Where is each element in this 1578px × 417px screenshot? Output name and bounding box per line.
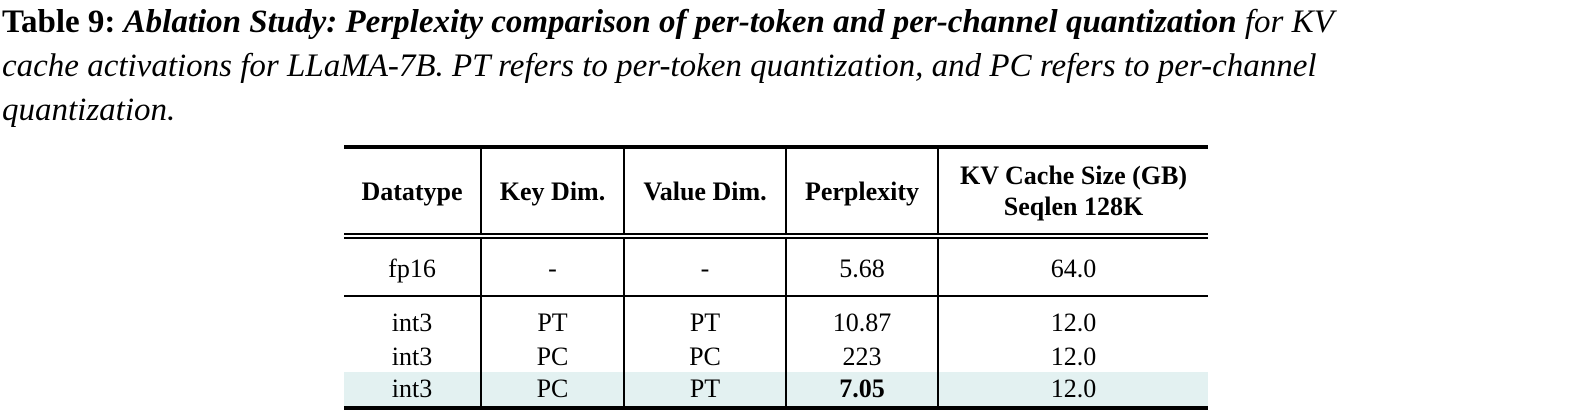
cell-datatype: int3: [344, 295, 482, 342]
cell-kv-cache-size: 12.0: [938, 372, 1208, 410]
cell-key-dim: -: [481, 233, 625, 296]
caption-line-1: Table 9: Ablation Study: Perplexity comp…: [2, 0, 1574, 44]
table-row: fp16 - - 5.68 64.0: [344, 233, 1208, 296]
cell-datatype: int3: [344, 342, 482, 372]
table-row: int3 PT PT 10.87 12.0: [344, 295, 1208, 342]
cell-datatype: fp16: [344, 233, 482, 296]
cell-perplexity-best: 7.05: [786, 372, 939, 410]
cell-datatype: int3: [344, 372, 482, 410]
results-table: Datatype Key Dim. Value Dim. Perplexity …: [344, 145, 1208, 410]
cell-perplexity: 10.87: [786, 295, 939, 342]
table-caption: Table 9: Ablation Study: Perplexity comp…: [2, 0, 1574, 132]
cell-value-dim: PT: [624, 295, 787, 342]
cell-key-dim: PC: [481, 372, 625, 410]
header-row: Datatype Key Dim. Value Dim. Perplexity …: [344, 145, 1208, 236]
caption-label: Table 9:: [2, 4, 116, 40]
caption-line-3: quantization.: [2, 92, 176, 128]
cell-value-dim: PC: [624, 342, 787, 372]
cell-key-dim: PC: [481, 342, 625, 372]
cell-kv-cache-size: 12.0: [1050, 342, 1097, 371]
header-kv-cache-size-line-2: Seqlen 128K: [1003, 192, 1144, 221]
header-perplexity: Perplexity: [786, 145, 939, 236]
cell-value-dim: PT: [624, 372, 787, 410]
header-kv-cache-size: KV Cache Size (GB) Seqlen 128K: [938, 145, 1208, 236]
ablation-table: Datatype Key Dim. Value Dim. Perplexity …: [344, 145, 1208, 410]
cell-perplexity: 223: [786, 342, 939, 372]
table-row-highlighted: int3 PC PT 7.05 12.0: [344, 372, 1208, 410]
cell-kv-cache-size: 12.0: [938, 295, 1208, 342]
cell-perplexity: 5.68: [786, 233, 939, 296]
header-value-dim: Value Dim.: [624, 145, 787, 236]
header-key-dim: Key Dim.: [481, 145, 625, 236]
cell-value-dim: -: [624, 233, 787, 296]
cell-kv-cache-size: 64.0: [938, 233, 1208, 296]
header-datatype: Datatype: [344, 145, 482, 236]
caption-line-1-rest: for KV: [1236, 4, 1334, 40]
header-kv-cache-size-line-1: KV Cache Size (GB): [960, 161, 1187, 190]
cell-key-dim: PT: [481, 295, 625, 342]
table-row: int3 PC PC 223 12.0: [344, 342, 1208, 372]
caption-line-2: cache activations for LLaMA-7B. PT refer…: [2, 48, 1317, 84]
caption-title: Ablation Study: Perplexity comparison of…: [123, 4, 1237, 40]
